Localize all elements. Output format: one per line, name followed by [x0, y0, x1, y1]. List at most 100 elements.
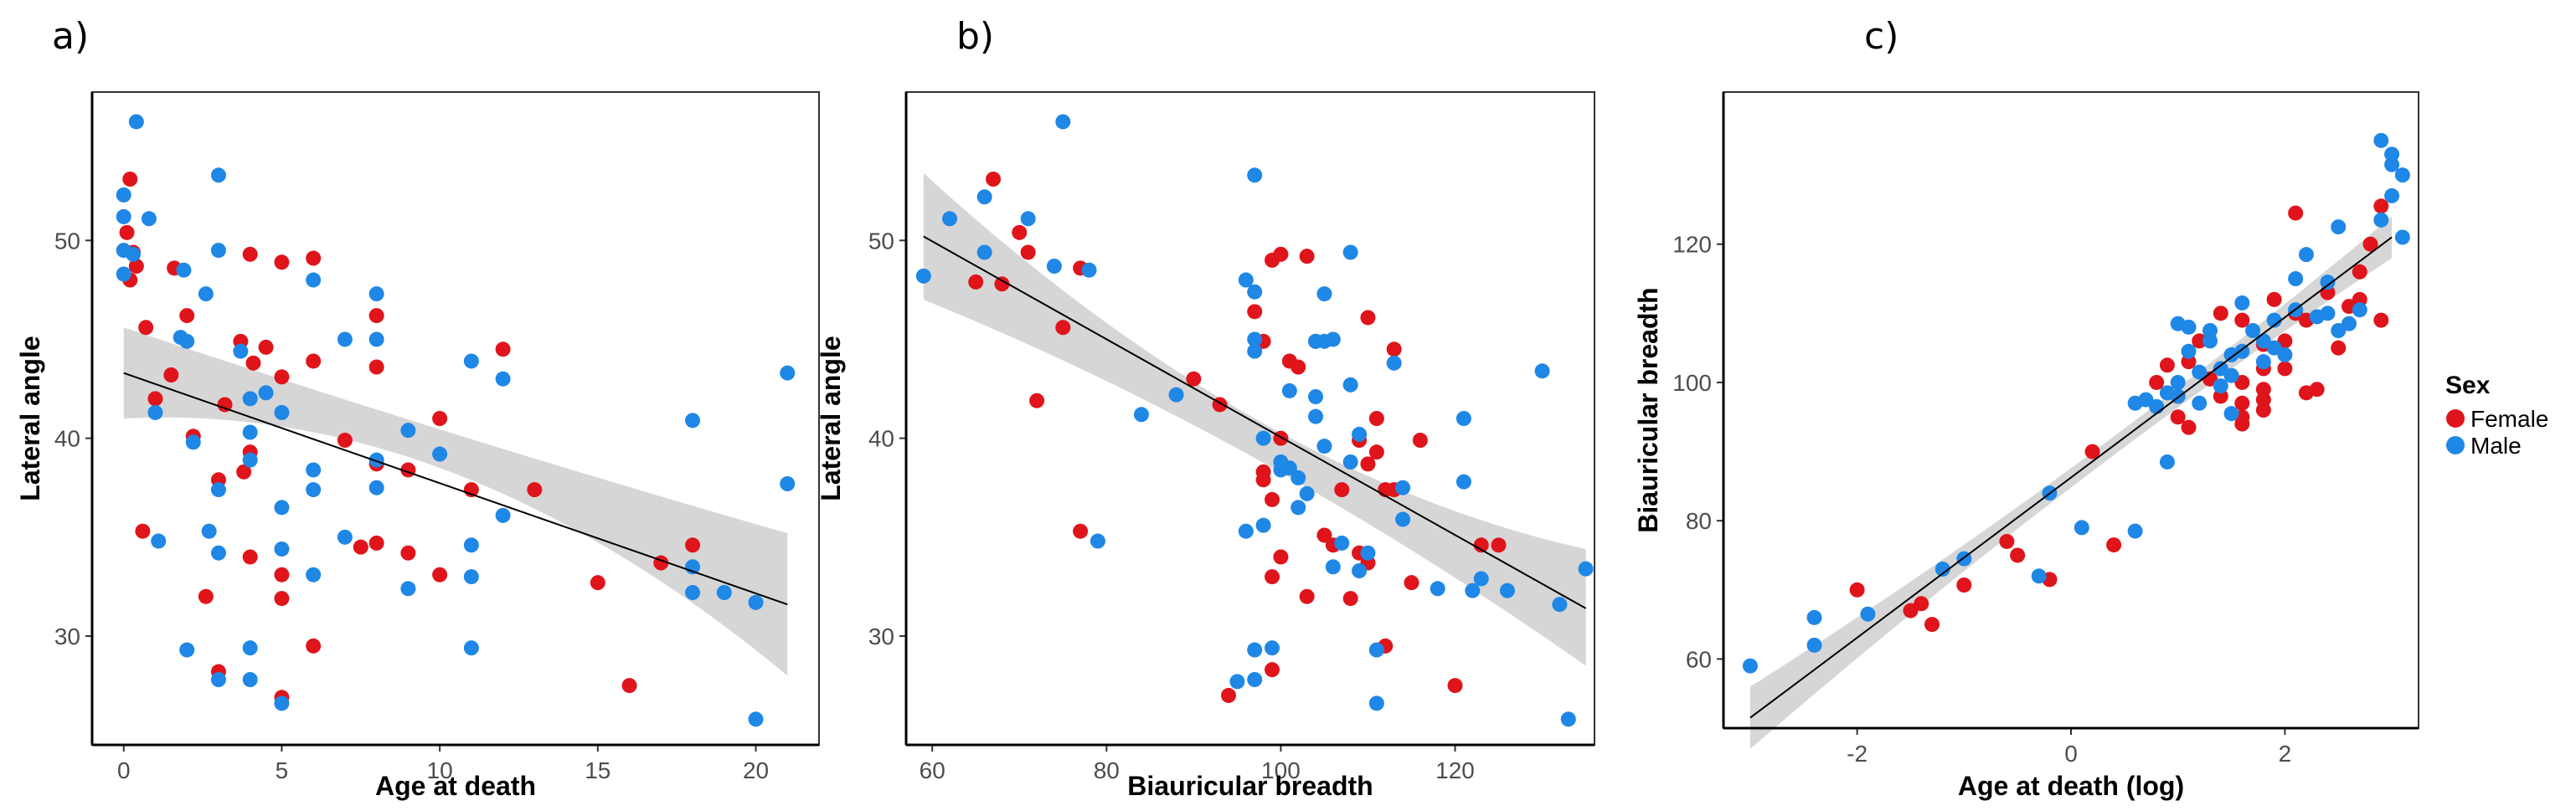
point-female	[217, 397, 233, 413]
point-male	[1860, 606, 1876, 622]
point-female	[1073, 523, 1089, 539]
point-male	[1247, 642, 1263, 658]
point-male	[1342, 244, 1358, 260]
point-male	[1308, 408, 1324, 424]
point-male	[1316, 286, 1332, 302]
panel-c-points	[1742, 132, 2410, 674]
panel-c-plot-area	[1723, 92, 2419, 728]
point-female	[2170, 409, 2186, 425]
point-male	[1368, 642, 1384, 658]
point-male	[274, 542, 290, 557]
legend-male-label: Male	[2470, 433, 2522, 459]
point-male	[1534, 363, 1550, 379]
panel-c: c) -2 0 2 60 80 100 120 Age at death (log) Bi…	[1633, 15, 2419, 801]
regression-line-b	[923, 235, 1587, 609]
point-male	[2394, 229, 2410, 245]
point-male	[1247, 284, 1263, 300]
point-female	[590, 575, 605, 591]
regression-line-a	[123, 372, 788, 606]
point-female	[495, 341, 511, 357]
point-female	[432, 567, 448, 583]
point-female	[368, 308, 384, 324]
point-male	[1291, 470, 1306, 485]
point-female	[2192, 333, 2208, 349]
point-female	[1473, 537, 1489, 553]
point-female	[1360, 456, 1376, 472]
point-male	[2234, 295, 2250, 311]
point-male	[463, 353, 479, 369]
point-female	[2159, 357, 2175, 373]
x-tick-label: 120	[1435, 757, 1475, 783]
point-male	[915, 268, 931, 284]
point-male	[2202, 323, 2218, 338]
point-female	[1020, 244, 1036, 260]
point-male	[1499, 583, 1515, 598]
point-female	[2234, 312, 2250, 328]
point-female	[621, 678, 637, 694]
point-male	[1342, 377, 1358, 393]
panel-a-y-axis-title: Lateral angle	[15, 336, 45, 500]
point-male	[116, 187, 131, 203]
x-tick-label: -2	[1847, 741, 1868, 767]
point-male	[1247, 331, 1263, 347]
panel-b-regression-line	[923, 235, 1587, 609]
point-female	[119, 224, 135, 240]
point-male	[2266, 312, 2282, 328]
point-male	[2031, 568, 2047, 584]
panel-b-label: b)	[956, 15, 994, 58]
point-male	[2149, 398, 2165, 414]
point-female	[2234, 416, 2250, 432]
point-male	[2373, 132, 2389, 148]
point-male	[2384, 187, 2400, 203]
point-male	[368, 331, 384, 347]
point-male	[1316, 439, 1332, 454]
panel-a-regression-line	[123, 372, 788, 606]
point-male	[1455, 411, 1471, 426]
point-female	[1368, 444, 1384, 460]
point-female	[1924, 617, 1940, 633]
point-male	[1334, 535, 1350, 551]
point-female	[2213, 388, 2228, 404]
legend-title: Sex	[2445, 372, 2491, 399]
point-male	[1081, 262, 1097, 278]
point-male	[1742, 658, 1758, 674]
panel-a-plot-area	[92, 92, 819, 745]
point-male	[1806, 637, 1822, 653]
panel-a: a) 0 5 10 15 20 30 40 50 Age at death Lateral …	[15, 15, 820, 801]
point-male	[306, 462, 322, 478]
point-female	[1255, 472, 1271, 488]
panel-a-points	[116, 114, 796, 727]
point-male	[2331, 219, 2347, 235]
point-male	[128, 114, 144, 130]
point-male	[179, 333, 195, 349]
panel-a-label: a)	[52, 15, 89, 58]
point-male	[1806, 609, 1822, 625]
point-male	[185, 434, 201, 450]
panel-c-regression-line	[1749, 236, 2393, 719]
y-tick-label: 100	[1672, 370, 1712, 396]
point-male	[126, 246, 142, 262]
point-male	[274, 500, 290, 516]
point-male	[1352, 426, 1368, 442]
point-male	[2298, 247, 2314, 263]
point-female	[368, 535, 384, 551]
point-female	[1903, 603, 1919, 619]
point-female	[2106, 537, 2122, 553]
point-female	[128, 259, 144, 274]
point-male	[2138, 392, 2154, 408]
point-female	[2213, 305, 2228, 321]
point-male	[2181, 343, 2197, 359]
point-female	[2362, 236, 2378, 252]
point-male	[1281, 382, 1297, 398]
point-female	[1368, 411, 1384, 426]
point-female	[968, 274, 984, 290]
point-male	[1255, 430, 1271, 446]
point-female	[1265, 662, 1280, 678]
point-male	[1308, 389, 1324, 404]
point-male	[2127, 523, 2143, 539]
x-tick-label: 5	[276, 757, 289, 783]
point-male	[210, 243, 226, 259]
y-tick-label: 60	[1686, 646, 1712, 672]
point-male	[306, 482, 322, 498]
point-female	[1273, 549, 1289, 565]
